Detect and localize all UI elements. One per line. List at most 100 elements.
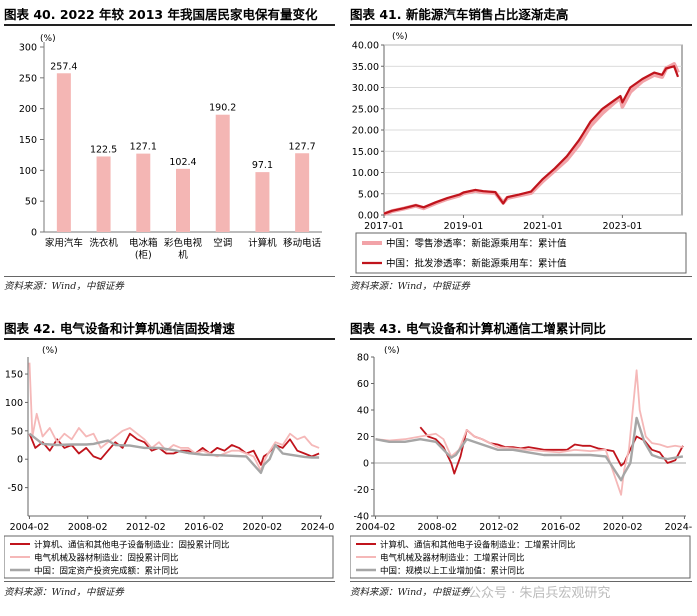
x-tick-label: 2024-02 [665, 522, 692, 533]
y-tick-label: 80 [357, 353, 369, 364]
y-tick-label: 250 [19, 73, 37, 84]
title-rule [350, 24, 692, 26]
data-label: 127.7 [289, 141, 316, 152]
x-tick-label: 2008-02 [68, 522, 108, 533]
y-tick-label: 100 [19, 166, 37, 177]
x-tick-label: 2017-01 [364, 221, 404, 232]
source-rule [4, 581, 335, 582]
data-label: 257.4 [50, 61, 77, 72]
unit-label: (%) [40, 34, 56, 44]
panel-title: 图表 41. 新能源汽车销售占比逐渐走高 [350, 7, 569, 22]
y-tick-label: 35.00 [352, 62, 379, 73]
source-note: 资料来源：Wind，中银证券 [4, 281, 124, 292]
y-tick-label: 25.00 [352, 104, 379, 115]
watermark: 公众号 · 朱启兵宏观研究 [468, 586, 611, 601]
bar [295, 153, 310, 232]
source-rule [4, 276, 335, 277]
legend-label: 电气机械及器材制造业：工增累计同比 [380, 553, 525, 564]
y-tick-label: 50 [11, 426, 23, 437]
x-tick-label: 2020-02 [242, 522, 282, 533]
legend-label: 中国：批发渗透率：新能源乘用车：累计值 [386, 258, 567, 270]
x-tick-label: 洗衣机 [89, 237, 118, 249]
x-tick-label: 2024-02 [301, 522, 335, 533]
source-note: 资料来源：Wind，中银证券 [350, 281, 470, 292]
data-label: 122.5 [90, 144, 117, 155]
line-chart-industrial-output: (%) -40 -20 0 20 40 60 80 2004-02 2008-02 2012-02 2… [350, 346, 692, 579]
legend-label: 中国：零售渗透率：新能源乘用车：累计值 [386, 238, 567, 250]
series-line [28, 362, 320, 472]
legend-label: 计算机、通信和其他电子设备制造业：固投累计同比 [34, 540, 230, 551]
bar-chart-appliance-ownership: (%) 0 50 100 150 200 250 300 257.4 家用汽车 122.5 洗衣机 12… [19, 34, 322, 261]
y-tick-label: 300 [19, 43, 37, 54]
data-label: 102.4 [169, 157, 196, 168]
y-tick-label: 0 [363, 459, 369, 470]
y-tick-label: 60 [357, 379, 369, 390]
source-rule [350, 581, 692, 582]
series-line [375, 369, 684, 496]
x-tick-label: 计算机 [248, 237, 277, 249]
line-chart-nev-penetration: (%) 0.00 5.00 10.00 15.00 20.00 25.00 30.00 35.0… [352, 32, 687, 274]
data-label: 97.1 [252, 160, 273, 171]
x-tick-label: 2004-02 [356, 522, 396, 533]
bar [176, 168, 190, 232]
x-tick-label: 家用汽车 [45, 237, 83, 249]
unit-label: (%) [384, 346, 400, 356]
y-tick-label: 5.00 [358, 189, 379, 200]
x-tick-label: 2016-02 [541, 522, 581, 533]
x-tick-label: 2004-02 [10, 522, 50, 533]
series-line [28, 432, 320, 475]
y-tick-label: 150 [19, 135, 37, 146]
legend-label: 计算机、通信和其他电子设备制造业：工增累计同比 [380, 540, 576, 551]
x-tick-label: (柜) [135, 249, 152, 261]
x-tick-label: 彩色电视 [164, 237, 203, 249]
x-tick-label: 电冰箱 [129, 237, 158, 249]
line-chart-fixed-investment: (%) -50 0 50 100 150 2004-02 2008-02 2012-02 2016… [4, 346, 335, 579]
x-tick-label: 2021-01 [523, 221, 563, 232]
source-note: 资料来源：Wind，中银证券 [4, 587, 124, 598]
source-note: 资料来源：Wind，中银证券 [350, 587, 470, 598]
bar [215, 114, 230, 232]
x-tick-label: 2012-02 [126, 522, 166, 533]
y-tick-label: 10.00 [352, 168, 379, 179]
bar [56, 73, 71, 232]
bar [255, 172, 270, 232]
title-rule [350, 338, 692, 340]
series-line [383, 65, 680, 215]
x-tick-label: 2023-01 [603, 221, 643, 232]
data-label: 127.1 [130, 142, 157, 153]
panel-title: 图表 40. 2022 年较 2013 年我国居民家电保有量变化 [4, 7, 318, 22]
series-line [419, 426, 684, 475]
title-rule [4, 338, 335, 340]
x-tick-label: 2019-01 [444, 221, 484, 232]
y-tick-label: 100 [5, 398, 23, 409]
y-tick-label: 150 [5, 370, 23, 381]
y-tick-label: 200 [19, 104, 37, 115]
y-tick-label: -40 [353, 512, 369, 523]
series-line [375, 416, 684, 482]
x-tick-label: 2012-02 [479, 522, 519, 533]
y-tick-label: 40.00 [352, 41, 379, 52]
y-tick-label: 20 [357, 432, 369, 443]
y-tick-label: 30.00 [352, 83, 379, 94]
x-tick-label: 机 [178, 249, 188, 261]
panel-title: 图表 43. 电气设备和计算机通信工增累计同比 [350, 321, 606, 336]
legend-label: 电气机械及器材制造业：固投累计同比 [34, 553, 179, 564]
y-tick-label: 20.00 [352, 126, 379, 137]
y-tick-label: 0.00 [358, 211, 379, 222]
unit-label: (%) [392, 32, 408, 42]
y-tick-label: 40 [357, 406, 369, 417]
y-tick-label: 50 [25, 197, 37, 208]
bar [136, 153, 151, 232]
unit-label: (%) [42, 346, 58, 356]
x-tick-label: 2008-02 [417, 522, 457, 533]
legend-box [350, 535, 691, 579]
legend-label: 中国：固定资产投资完成额：累计同比 [34, 566, 179, 577]
x-tick-label: 2016-02 [184, 522, 224, 533]
x-tick-label: 移动电话 [283, 237, 322, 249]
data-label: 190.2 [209, 103, 236, 114]
x-tick-label: 空调 [213, 237, 232, 249]
y-tick-label: 15.00 [352, 147, 379, 158]
panel-title: 图表 42. 电气设备和计算机通信固投增速 [4, 321, 235, 336]
y-tick-label: -20 [353, 485, 369, 496]
source-rule [350, 276, 692, 277]
